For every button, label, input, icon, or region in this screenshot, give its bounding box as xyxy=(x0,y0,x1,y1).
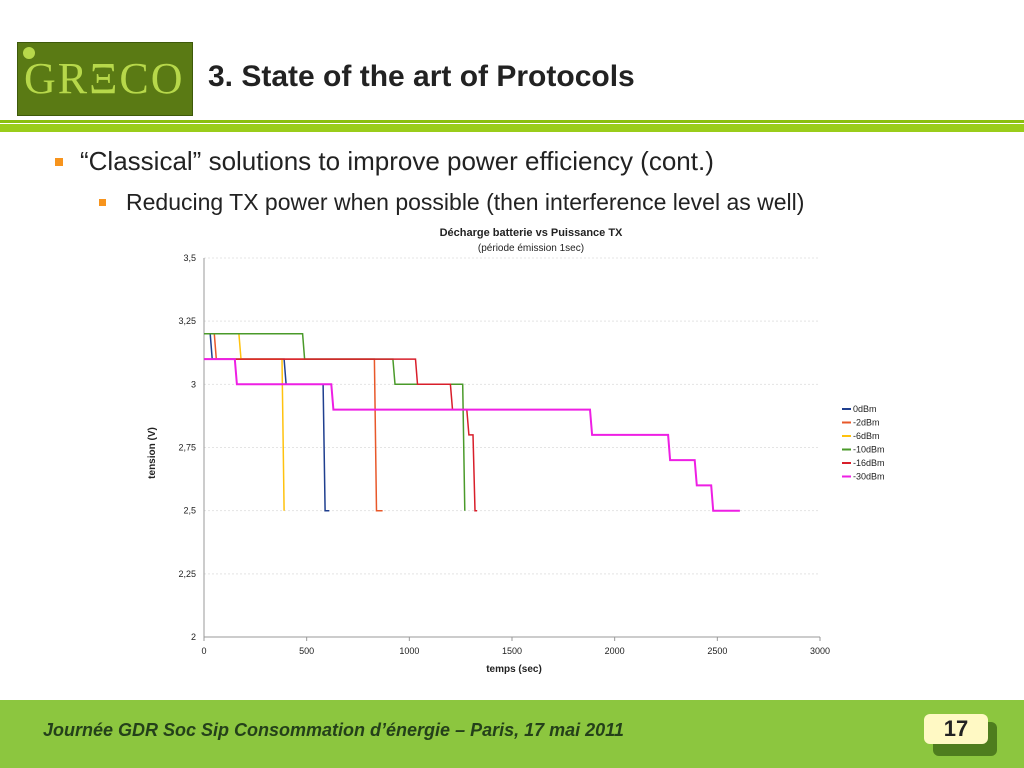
legend-label: -2dBm xyxy=(853,418,880,428)
y-tick-label: 3 xyxy=(191,379,196,389)
series-line--6dBm xyxy=(204,333,285,511)
x-tick-label: 1000 xyxy=(399,646,419,656)
series-line--10dBm xyxy=(204,333,466,511)
chart-subtitle: (période émission 1sec) xyxy=(478,243,584,254)
y-tick-label: 3,5 xyxy=(183,253,196,263)
legend-label: -30dBm xyxy=(853,472,885,482)
footer-bar: Journée GDR Soc Sip Consommation d’énerg… xyxy=(0,700,1024,768)
series-line--16dBm xyxy=(204,358,478,512)
legend-label: -16dBm xyxy=(853,458,885,468)
series-line--2dBm xyxy=(204,333,383,512)
legend-label: 0dBm xyxy=(853,404,877,414)
chart-ticks: 2 2,25 2,5 2,75 3 3,25 3,5 0 500 1000 1500 2000 2500… xyxy=(178,253,830,656)
y-tick-label: 3,25 xyxy=(178,316,196,326)
leaf-icon xyxy=(23,47,35,59)
greeco-logo: GRΞCO xyxy=(17,42,193,116)
bullet-square-icon xyxy=(55,158,63,166)
y-tick-label: 2,75 xyxy=(178,443,196,453)
x-axis-label: temps (sec) xyxy=(486,664,542,675)
title-band xyxy=(0,124,1024,132)
logo-text: GRΞCO xyxy=(24,54,185,103)
chart-series xyxy=(204,333,740,512)
page-number: 17 xyxy=(924,714,988,744)
x-tick-label: 3000 xyxy=(810,646,830,656)
series-line-0dBm xyxy=(204,333,330,512)
bullet-text-level2: Reducing TX power when possible (then in… xyxy=(126,189,805,215)
chart-title: Décharge batterie vs Puissance TX xyxy=(440,227,623,239)
y-tick-label: 2 xyxy=(191,632,196,642)
bullet-square-icon xyxy=(99,199,106,206)
y-tick-label: 2,25 xyxy=(178,569,196,579)
battery-discharge-chart: Décharge batterie vs Puissance TX (pério… xyxy=(147,227,885,675)
x-tick-label: 0 xyxy=(201,646,206,656)
chart-grid xyxy=(204,257,820,638)
x-tick-label: 2500 xyxy=(707,646,727,656)
title-rule xyxy=(0,120,1024,123)
y-tick-label: 2,5 xyxy=(183,506,196,516)
legend-label: -6dBm xyxy=(853,431,880,441)
x-tick-label: 500 xyxy=(299,646,314,656)
chart-legend: 0dBm -2dBm -6dBm -10dBm -16dBm -30dBm xyxy=(842,404,885,482)
slide-title: 3. State of the art of Protocols xyxy=(208,60,635,93)
x-tick-label: 1500 xyxy=(502,646,522,656)
legend-label: -10dBm xyxy=(853,445,885,455)
x-tick-label: 2000 xyxy=(605,646,625,656)
y-axis-label: tension (V) xyxy=(147,427,158,479)
series-line--30dBm xyxy=(204,358,740,512)
footer-text: Journée GDR Soc Sip Consommation d’énerg… xyxy=(43,720,624,740)
bullet-text-level1: “Classical” solutions to improve power e… xyxy=(80,146,714,176)
